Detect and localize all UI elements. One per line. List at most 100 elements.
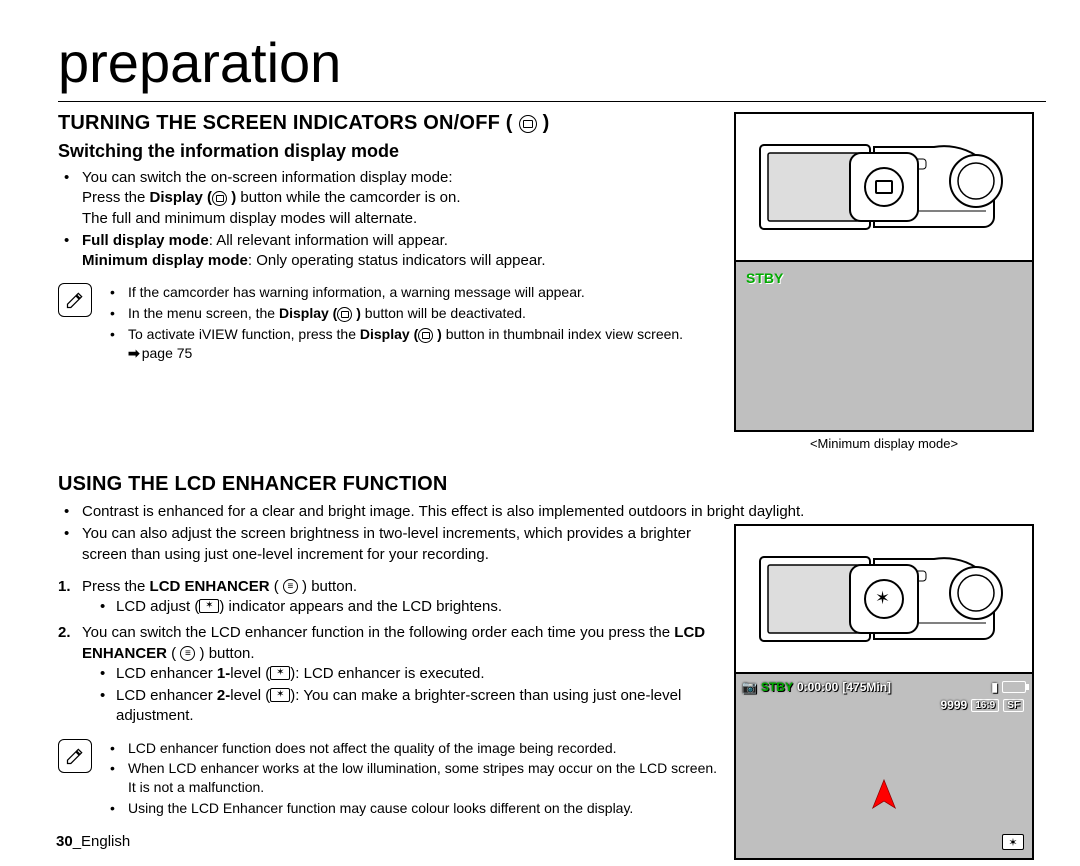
heading-text: TURNING THE SCREEN INDICATORS ON/OFF ( [58, 112, 513, 135]
page-number: 30 [56, 833, 73, 850]
display-button-icon [212, 191, 227, 206]
text: ): LCD enhancer is executed. [290, 665, 484, 682]
steps: Press the LCD ENHANCER ( ) button. LCD a… [58, 577, 718, 727]
lcd-enhancer-button-callout [849, 564, 919, 634]
figure-camcorder-2 [734, 524, 1034, 674]
heading-end: ) [543, 112, 550, 135]
note-item: If the camcorder has warning information… [104, 283, 718, 302]
osd-top-row: 📷 STBY 0:00:00 [475Min] ▮ [742, 680, 1026, 694]
divider [58, 101, 1046, 102]
section-2-bullets: Contrast is enhanced for a clear and bri… [58, 502, 1046, 522]
stby-label: STBY [746, 270, 783, 286]
lcd-enhancer-button-icon [180, 646, 195, 661]
text: ) indicator appears and the LCD brighten… [219, 598, 502, 615]
section-2-text: You can also adjust the screen brightnes… [58, 524, 718, 860]
text: ) button. [195, 645, 254, 662]
text: ( [270, 578, 283, 595]
sub-bullets: LCD adjust ( ) indicator appears and the … [82, 597, 718, 617]
step: You can switch the LCD enhancer function… [58, 623, 718, 726]
text-bold: 2- [217, 687, 230, 704]
osd-sf: SF [1003, 699, 1024, 712]
display-button-callout [849, 152, 919, 222]
figure-camcorder-1 [734, 112, 1034, 262]
section-1-text: TURNING THE SCREEN INDICATORS ON/OFF ( )… [58, 112, 718, 451]
battery-icon [1002, 681, 1026, 693]
display-button-icon [418, 328, 433, 343]
note-icon [58, 283, 92, 317]
text: To activate iVIEW function, press the [128, 326, 360, 342]
manual-page: preparation TURNING THE SCREEN INDICATOR… [0, 0, 1080, 866]
display-button-icon [337, 307, 352, 322]
bullet: LCD enhancer 1-level ( ): LCD enhancer is… [82, 664, 718, 684]
text-bold: Full display mode [82, 232, 209, 249]
bullet: LCD enhancer 2-level (): You can make a … [82, 686, 718, 727]
section-2: USING THE LCD ENHANCER FUNCTION Contrast… [58, 473, 1046, 860]
section-1-figures: STBY <Minimum display mode> [734, 112, 1034, 451]
text: Press the [82, 578, 150, 595]
note-item: Using the LCD Enhancer function may caus… [104, 799, 718, 818]
note-block-1: If the camcorder has warning information… [58, 283, 718, 365]
osd-stby: STBY [761, 680, 793, 694]
osd-res: 16:9 [971, 699, 999, 712]
lcd-adjust-icon [199, 599, 219, 613]
section-2-cols: You can also adjust the screen brightnes… [58, 524, 1046, 860]
note-item: To activate iVIEW function, press the Di… [104, 325, 718, 363]
text: page 75 [142, 345, 193, 361]
cursor-icon [867, 777, 901, 816]
text: level ( [230, 687, 270, 704]
text-bold: Minimum display mode [82, 252, 248, 269]
text-bold: ) [433, 326, 445, 342]
text-bold: Display ( [150, 189, 213, 206]
text-bold: LCD ENHANCER [150, 578, 270, 595]
lcd-enhancer-button-icon [283, 579, 298, 594]
section-2-heading: USING THE LCD ENHANCER FUNCTION [58, 473, 1046, 496]
display-button-icon [519, 115, 537, 133]
figure-min-display: STBY [734, 262, 1034, 432]
bullet: LCD adjust ( ) indicator appears and the … [82, 597, 718, 617]
lcd-adjust-icon [270, 688, 290, 702]
chapter-title: preparation [58, 30, 1046, 95]
text: You can switch the on-screen information… [82, 169, 452, 186]
text-bold: Display ( [279, 305, 337, 321]
note-icon [58, 739, 92, 773]
figure-caption: <Minimum display mode> [734, 436, 1034, 451]
section-2-bullets-2: You can also adjust the screen brightnes… [58, 524, 718, 565]
note-item: In the menu screen, the Display ( ) butt… [104, 304, 718, 323]
step: Press the LCD ENHANCER ( ) button. LCD a… [58, 577, 718, 618]
bullet: You can also adjust the screen brightnes… [58, 524, 718, 565]
text: ) button. [298, 578, 357, 595]
text: ( [167, 645, 180, 662]
text: button in thumbnail index view screen. [446, 326, 683, 342]
osd-time: 0:00:00 [797, 680, 838, 694]
text: In the menu screen, the [128, 305, 279, 321]
text: LCD adjust ( [116, 598, 199, 615]
bullet: Contrast is enhanced for a clear and bri… [58, 502, 1046, 522]
card-icon: ▮ [991, 680, 998, 694]
text: LCD enhancer [116, 665, 217, 682]
osd-second-row: 9999 16:9 SF [941, 698, 1025, 712]
note-list: LCD enhancer function does not affect th… [104, 739, 718, 821]
text: : Only operating status indicators will … [248, 252, 546, 269]
osd-count: 9999 [941, 698, 968, 712]
section-1: TURNING THE SCREEN INDICATORS ON/OFF ( )… [58, 112, 1046, 451]
lcd-adjust-icon [1002, 834, 1024, 850]
text: button while the camcorder is on. [240, 189, 460, 206]
text: level ( [230, 665, 270, 682]
text: The full and minimum display modes will … [82, 210, 417, 227]
arrow-icon [128, 345, 142, 361]
text: You can switch the LCD enhancer function… [82, 624, 674, 641]
note-list: If the camcorder has warning information… [104, 283, 718, 365]
page-lang: _English [73, 833, 131, 850]
text-bold: ) [227, 189, 240, 206]
text: Press the [82, 189, 150, 206]
note-item: LCD enhancer function does not affect th… [104, 739, 718, 758]
text-bold: 1- [217, 665, 230, 682]
text-bold: ) [352, 305, 364, 321]
camera-icon: 📷 [742, 680, 757, 694]
page-footer: 30_English [56, 833, 130, 850]
figure-osd-screen: 📷 STBY 0:00:00 [475Min] ▮ 9999 16:9 SF [734, 674, 1034, 860]
text: LCD enhancer [116, 687, 217, 704]
bullet: You can switch the on-screen information… [58, 168, 718, 229]
section-2-figures: 📷 STBY 0:00:00 [475Min] ▮ 9999 16:9 SF [734, 524, 1034, 860]
bullet: Full display mode: All relevant informat… [58, 231, 718, 272]
